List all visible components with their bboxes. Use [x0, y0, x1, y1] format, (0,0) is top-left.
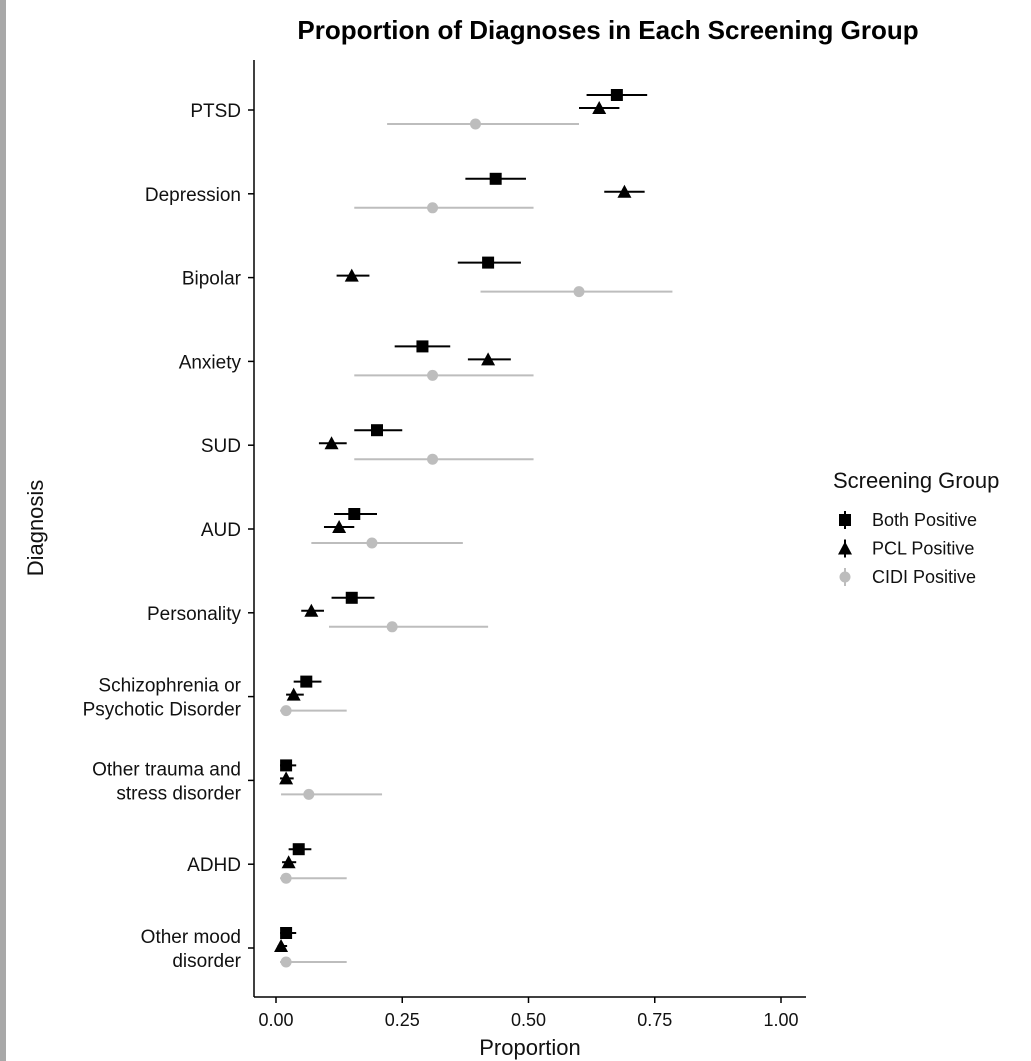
pcl-positive-point: [332, 520, 347, 533]
pcl-positive-point: [286, 687, 301, 701]
y-tick-label: Other mood disorder: [141, 927, 242, 972]
pcl-positive-point: [617, 184, 632, 198]
y-tick-label-line: AUD: [201, 520, 241, 541]
x-tick-label: 0.00: [258, 1010, 293, 1030]
cidi-positive-point: [280, 705, 292, 717]
y-tick-label-line: Depression: [145, 185, 241, 206]
legend: Screening Group Both Positive PCL Positiv…: [833, 468, 999, 587]
x-tick-label: 0.25: [385, 1010, 420, 1030]
pcl-positive-point: [274, 939, 289, 952]
y-tick-label-line: ADHD: [187, 855, 241, 876]
x-axis-ticks: 0.00 0.25 0.50 0.75 1.00: [258, 997, 799, 1030]
both-positive-point: [416, 340, 429, 353]
y-tick-label-line: Psychotic Disorder: [83, 700, 242, 721]
cidi-positive-point: [573, 286, 585, 298]
legend-label-both-positive: Both Positive: [872, 510, 977, 530]
cidi-positive-point: [366, 537, 378, 549]
cidi-positive-point: [280, 872, 292, 884]
cidi-positive-point: [469, 118, 481, 130]
data-marks: [274, 89, 673, 968]
both-positive-point: [348, 508, 361, 520]
cidi-positive-point: [427, 369, 439, 381]
y-tick-label: AUD: [201, 520, 241, 541]
y-axis-ticks: PTSD Depression Bipolar Anxiety SUD AUD Person…: [83, 101, 254, 972]
y-tick-label: ADHD: [187, 855, 241, 876]
both-positive-point: [300, 675, 313, 688]
y-tick-label: Anxiety: [179, 352, 242, 373]
y-tick-label-line: Bipolar: [182, 269, 242, 290]
legend-label-pcl-positive: PCL Positive: [872, 539, 974, 559]
pcl-positive-point: [324, 436, 339, 450]
y-tick-label: Other trauma and stress disorder: [92, 759, 242, 804]
y-tick-label-line: Anxiety: [179, 352, 242, 373]
cidi-positive-point: [303, 788, 315, 800]
legend-label-cidi-positive: CIDI Positive: [872, 567, 976, 587]
y-tick-label-line: Other trauma and: [92, 759, 241, 780]
y-tick-label: Personality: [147, 604, 241, 625]
cidi-positive-point: [386, 621, 398, 633]
y-tick-label: SUD: [201, 436, 241, 457]
y-tick-label: PTSD: [190, 101, 241, 122]
x-tick-label: 1.00: [763, 1010, 798, 1030]
pcl-positive-point: [344, 268, 359, 282]
y-tick-label-line: Personality: [147, 604, 241, 625]
x-axis-label: Proportion: [479, 1035, 581, 1060]
legend-title: Screening Group: [833, 468, 999, 493]
both-positive-point: [280, 927, 293, 939]
y-tick-label-line: SUD: [201, 436, 241, 457]
left-edge-bar: [0, 0, 6, 1061]
pcl-positive-point: [481, 352, 496, 366]
chart-title: Proportion of Diagnoses in Each Screenin…: [297, 15, 918, 45]
cidi-positive-point: [427, 202, 439, 214]
both-positive-point: [610, 89, 623, 101]
both-positive-point: [489, 172, 502, 185]
y-axis-label: Diagnosis: [23, 480, 48, 577]
pcl-positive-point: [279, 771, 294, 785]
y-tick-label-line: disorder: [172, 951, 241, 972]
y-tick-label-line: Schizophrenia or: [98, 676, 241, 697]
y-tick-label: Bipolar: [182, 269, 242, 290]
x-tick-label: 0.50: [511, 1010, 546, 1030]
both-positive-point: [371, 424, 383, 437]
y-tick-label: Depression: [145, 185, 241, 206]
both-positive-point: [292, 843, 305, 856]
pcl-positive-point: [304, 603, 319, 617]
legend-key-pcl-positive: [838, 541, 852, 555]
pcl-positive-point: [281, 855, 296, 869]
cidi-positive-point: [280, 956, 292, 968]
legend-key-cidi-positive: [839, 571, 851, 583]
pcl-positive-point: [592, 101, 607, 114]
y-tick-label-line: PTSD: [190, 101, 241, 122]
legend-key-both-positive: [839, 514, 851, 526]
y-tick-label-line: Other mood: [141, 927, 241, 948]
both-positive-point: [482, 256, 495, 269]
both-positive-point: [280, 759, 293, 772]
y-tick-label-line: stress disorder: [116, 783, 241, 804]
both-positive-point: [345, 591, 358, 604]
cidi-positive-point: [427, 453, 439, 465]
legend-items: Both Positive PCL Positive CIDI Positive: [838, 510, 977, 587]
x-tick-label: 0.75: [637, 1010, 672, 1030]
y-tick-label: Schizophrenia or Psychotic Disorder: [83, 676, 242, 721]
